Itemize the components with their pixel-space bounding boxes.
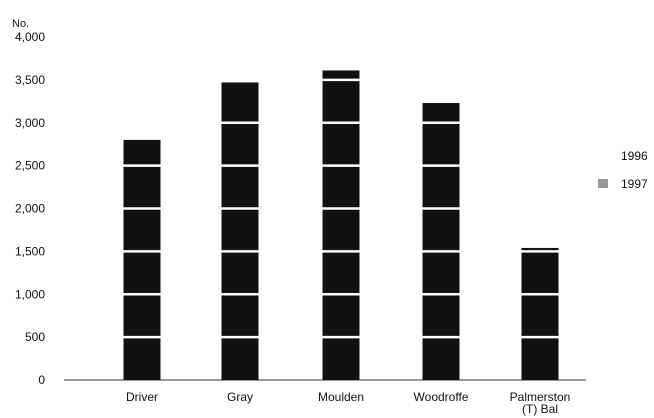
y-tick-label: 3,000: [15, 116, 45, 130]
category-label: Palmerston: [510, 390, 571, 404]
category-label: Driver: [126, 390, 158, 404]
category-label: Gray: [227, 390, 253, 404]
y-tick-label: 3,500: [15, 73, 45, 87]
category-labels: Driver Gray Moulden Woodroffe Palmerston(T) …: [126, 390, 570, 416]
bar: [221, 82, 259, 380]
y-tick-label: 500: [25, 330, 45, 344]
category-label: Moulden: [318, 390, 364, 404]
bar: [521, 247, 559, 380]
bar: [322, 70, 360, 380]
category-label: (T) Bal: [522, 402, 558, 416]
bar: [422, 103, 460, 380]
bars: [123, 70, 559, 380]
y-tick-label: 0: [38, 373, 45, 387]
legend-label-1996: 1996: [621, 149, 648, 163]
y-axis-ticks: 0 500 1,000 1,500 2,000 2,500 3,000 3,500 4,000: [15, 30, 45, 387]
category-label: Woodroffe: [414, 390, 469, 404]
bar: [123, 139, 161, 380]
y-tick-label: 2,500: [15, 159, 45, 173]
legend: 1996 1997: [598, 149, 648, 191]
y-axis-label: No.: [12, 18, 29, 30]
y-tick-label: 1,500: [15, 244, 45, 258]
legend-label-1997: 1997: [621, 177, 648, 191]
y-tick-label: 1,000: [15, 287, 45, 301]
y-tick-label: 4,000: [15, 30, 45, 44]
y-tick-label: 2,000: [15, 202, 45, 216]
legend-swatch-1997: [598, 179, 608, 188]
